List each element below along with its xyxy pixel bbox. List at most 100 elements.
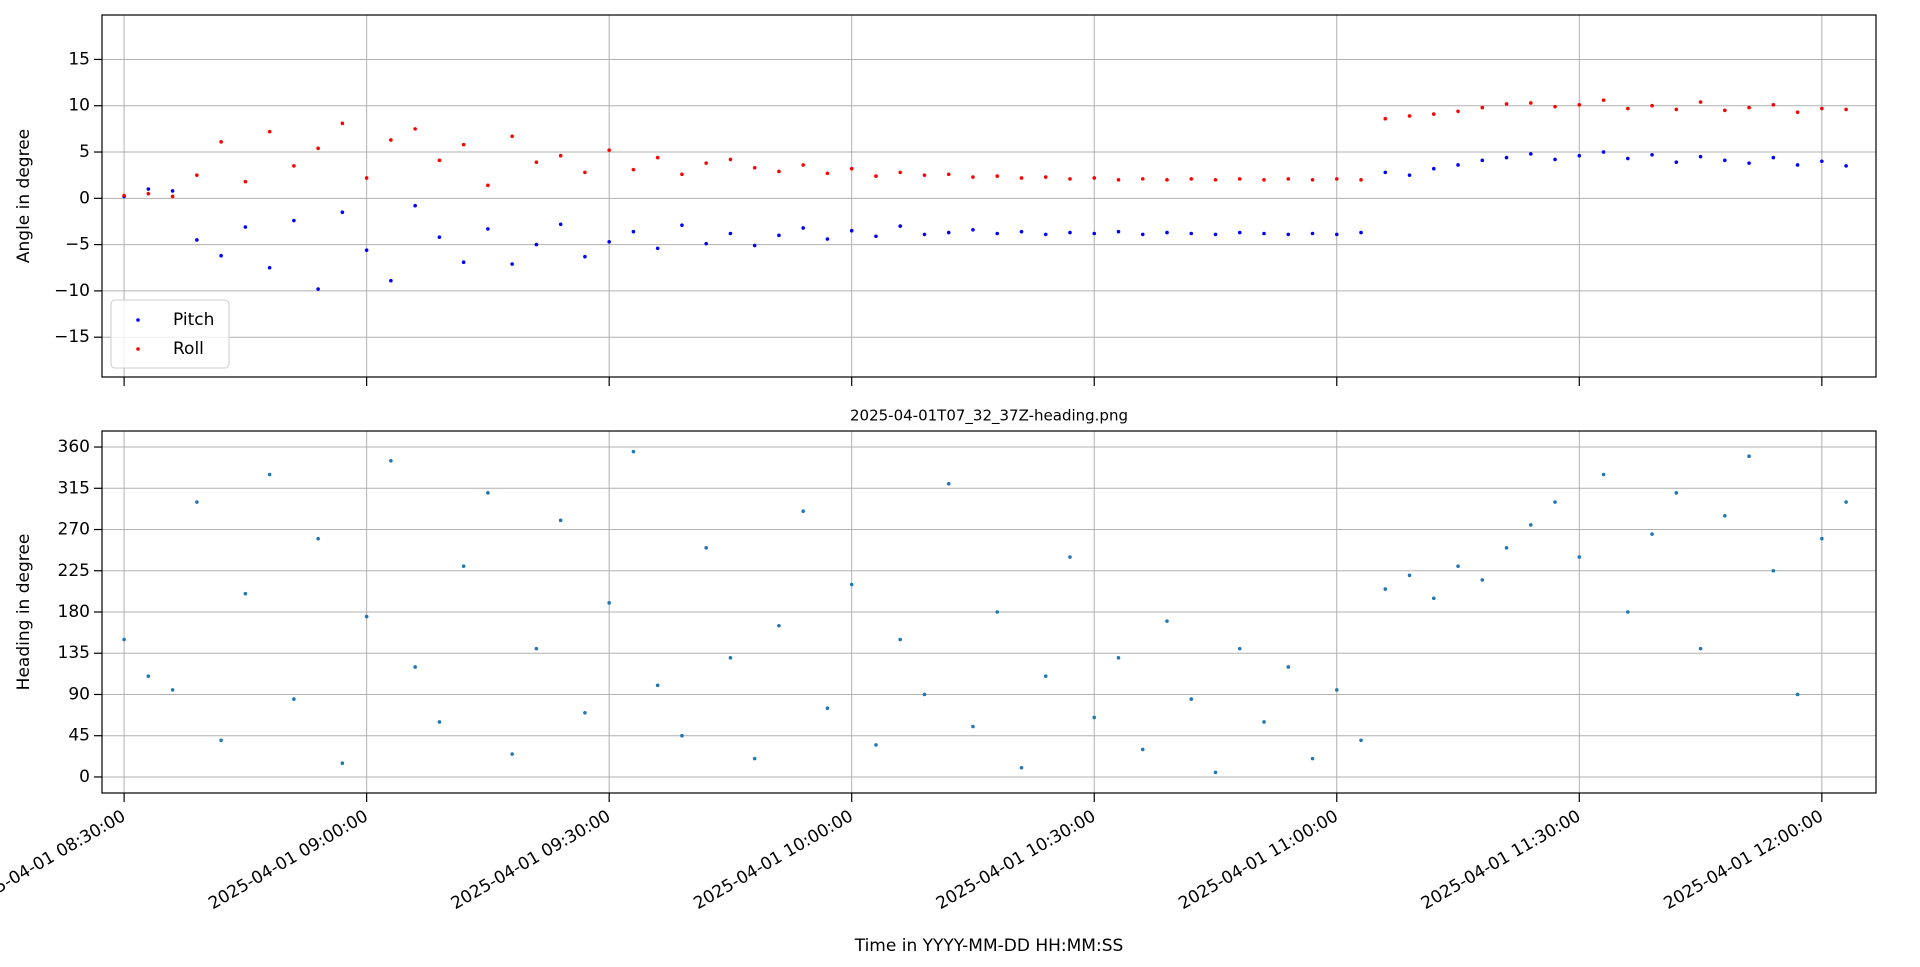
data-point: [1334, 177, 1339, 181]
data-point: [1723, 513, 1727, 518]
data-point: [1116, 656, 1121, 660]
data-point: [1431, 112, 1436, 116]
data-point: [801, 226, 805, 230]
data-point: [777, 623, 781, 628]
data-point: [413, 127, 417, 131]
data-point: [1844, 164, 1848, 168]
data-point: [510, 262, 514, 266]
x-tick-label: 2025-04-01 09:00:00: [205, 806, 371, 914]
data-point: [922, 232, 927, 237]
legend-box: [110, 299, 230, 369]
data-point: [995, 610, 1000, 614]
data-point: [1286, 232, 1291, 237]
data-point: [1820, 536, 1824, 541]
data-point: [898, 170, 903, 175]
data-point: [1431, 166, 1436, 171]
y-axis-label: Angle in degree: [14, 129, 34, 263]
data-point: [1456, 564, 1460, 568]
data-point: [292, 218, 296, 223]
data-point: [1795, 163, 1800, 167]
data-point: [389, 278, 393, 283]
data-point: [1698, 100, 1703, 104]
data-point: [583, 711, 587, 715]
data-point: [728, 157, 733, 162]
data-point: [1043, 674, 1048, 678]
x-tick-label: 2025-04-01 12:00:00: [1660, 806, 1826, 914]
data-point: [1092, 231, 1097, 236]
data-point: [1747, 454, 1751, 459]
data-point: [340, 210, 345, 215]
data-point: [1626, 106, 1630, 111]
data-point: [1407, 114, 1412, 118]
data-point: [1698, 646, 1703, 651]
data-point: [364, 248, 369, 252]
data-point: [1213, 232, 1218, 237]
data-point: [995, 231, 1000, 236]
data-point: [849, 166, 854, 171]
data-point: [1359, 230, 1363, 235]
legend: Pitch Roll: [110, 299, 230, 369]
data-point: [267, 472, 272, 477]
data-point: [1480, 578, 1485, 582]
data-point: [122, 637, 126, 642]
data-point: [510, 752, 514, 756]
legend-marker: [136, 318, 140, 322]
data-point: [607, 148, 611, 152]
data-point: [1068, 555, 1072, 559]
x-tick-label: 2025-04-01 09:30:00: [448, 806, 614, 914]
data-point: [461, 260, 466, 264]
data-point: [1747, 161, 1751, 165]
data-point: [825, 171, 830, 176]
data-point: [340, 121, 345, 126]
data-point: [583, 170, 587, 175]
data-point: [219, 253, 223, 258]
data-point: [1043, 175, 1048, 179]
data-point: [219, 140, 223, 144]
data-point: [1237, 177, 1242, 181]
data-point: [849, 228, 854, 233]
data-point: [1650, 103, 1654, 108]
data-point: [777, 233, 781, 238]
data-point: [486, 491, 490, 495]
data-point: [1650, 153, 1654, 157]
y-tick-label: 5: [79, 142, 90, 162]
data-point: [486, 227, 490, 231]
data-point: [1140, 232, 1145, 237]
data-point: [1820, 159, 1824, 164]
data-point: [1480, 158, 1485, 163]
data-point: [267, 265, 272, 270]
data-point: [1068, 177, 1072, 181]
y-tick-label: 180: [58, 602, 90, 622]
data-point: [558, 518, 563, 523]
data-point: [704, 161, 708, 165]
data-point: [1456, 163, 1460, 167]
data-point: [607, 240, 611, 244]
data-point: [1480, 105, 1485, 110]
data-point: [728, 231, 733, 236]
data-point: [170, 189, 175, 193]
data-point: [1043, 232, 1048, 237]
data-point: [1626, 156, 1630, 161]
data-point: [704, 241, 708, 246]
data-point: [1019, 229, 1024, 234]
data-point: [1601, 98, 1606, 102]
data-point: [1674, 107, 1679, 112]
data-point: [752, 756, 757, 761]
data-point: [413, 203, 417, 208]
data-point: [1747, 105, 1751, 110]
data-point: [316, 536, 320, 541]
data-point: [777, 169, 781, 174]
chart-title: 2025-04-01T07_32_37Z-heading.png: [850, 407, 1128, 426]
data-point: [874, 743, 878, 747]
data-point: [922, 173, 927, 177]
x-axis-label: Time in YYYY-MM-DD HH:MM:SS: [854, 936, 1124, 956]
data-point: [1650, 532, 1654, 536]
data-point: [631, 449, 636, 454]
data-point: [1553, 500, 1557, 504]
data-point: [1359, 177, 1363, 182]
data-point: [146, 674, 151, 678]
y-tick-label: 15: [68, 49, 90, 69]
data-point: [1771, 103, 1776, 107]
data-point: [1795, 692, 1800, 697]
data-point: [1116, 229, 1121, 234]
